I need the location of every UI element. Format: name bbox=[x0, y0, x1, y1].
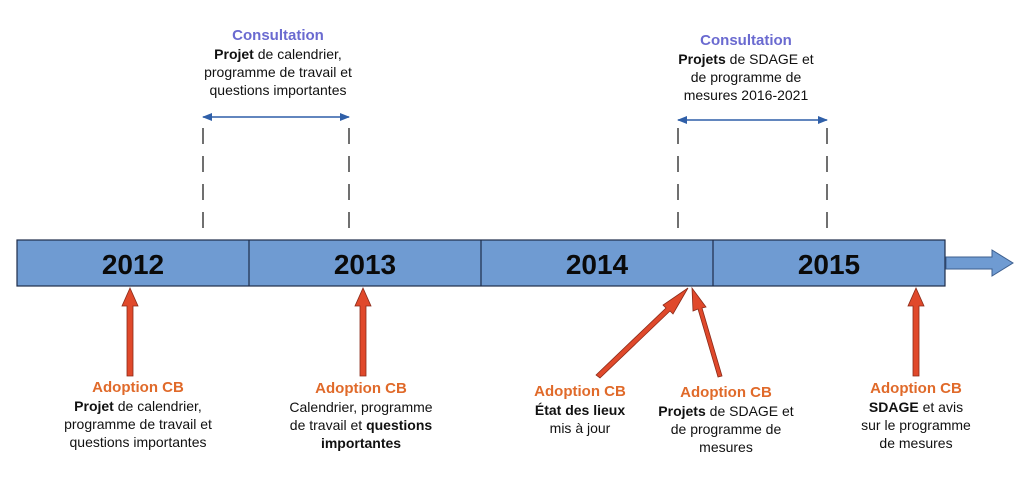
adoption-5-arrow bbox=[907, 287, 925, 377]
adoption-heading: Adoption CB bbox=[680, 384, 772, 401]
consultation-2-label: Consultation Projets de SDAGE et de prog… bbox=[646, 32, 846, 104]
consultation-line: Projet de calendrier, bbox=[178, 45, 378, 63]
consultation-line: programme de travail et bbox=[204, 64, 352, 80]
adoption-line: mesures bbox=[699, 439, 753, 455]
adoption-line: Calendrier, programme bbox=[289, 399, 433, 415]
adoption-1-arrow bbox=[121, 287, 139, 377]
consultation-line-bold: Projet bbox=[214, 46, 254, 62]
adoption-line: Projets de SDAGE et bbox=[626, 402, 826, 420]
consultation-line: de programme de bbox=[690, 69, 802, 85]
adoption-line: programme de travail et bbox=[64, 416, 212, 432]
adoption-line-bold: Projet bbox=[74, 398, 114, 414]
adoption-line-text: de travail et bbox=[289, 417, 367, 433]
year-label-2012: 2012 bbox=[102, 249, 164, 280]
adoption-3-arrow bbox=[595, 287, 689, 379]
adoption-4-label: Adoption CB Projets de SDAGE et de progr… bbox=[626, 384, 826, 456]
adoption-line: questions importantes bbox=[69, 434, 207, 450]
adoption-heading: Adoption CB bbox=[870, 380, 962, 397]
year-label-2015: 2015 bbox=[798, 249, 860, 280]
adoption-line-text: de calendrier, bbox=[113, 398, 202, 414]
adoption-line: mis à jour bbox=[549, 420, 611, 436]
adoption-line: de programme de bbox=[670, 421, 782, 437]
adoption-5-label: Adoption CB SDAGE et avis sur le program… bbox=[836, 380, 996, 452]
adoption-line-bold: SDAGE bbox=[868, 399, 919, 415]
adoption-heading: Adoption CB bbox=[315, 380, 407, 397]
adoption-line-bold: questions bbox=[366, 417, 433, 433]
adoption-heading: Adoption CB bbox=[92, 379, 184, 396]
adoption-line-text: de SDAGE et bbox=[705, 403, 794, 419]
adoption-3-label: Adoption CB État des lieux mis à jour bbox=[500, 383, 660, 437]
consultation-heading: Consultation bbox=[700, 32, 792, 49]
adoption-1-label: Adoption CB Projet de calendrier, progra… bbox=[38, 379, 238, 451]
consultation-1-label: Consultation Projet de calendrier, progr… bbox=[178, 27, 378, 99]
consultation-line-text: de SDAGE et bbox=[725, 51, 814, 67]
adoption-line-bold: Projets bbox=[658, 403, 706, 419]
adoption-line: de mesures bbox=[879, 435, 953, 451]
adoption-line-bold: État des lieux bbox=[534, 402, 626, 418]
adoption-4-arrow bbox=[691, 286, 723, 378]
adoption-heading: Adoption CB bbox=[534, 383, 626, 400]
consultation-line: Projets de SDAGE et bbox=[646, 50, 846, 68]
adoption-line: État des lieux bbox=[500, 401, 660, 419]
adoption-line: importantes bbox=[261, 434, 461, 452]
consultation-line-text: de calendrier, bbox=[253, 46, 342, 62]
adoption-line-bold: importantes bbox=[320, 435, 402, 451]
year-label-2013: 2013 bbox=[334, 249, 396, 280]
consultation-heading: Consultation bbox=[232, 27, 324, 44]
adoption-line: de travail et questions bbox=[261, 416, 461, 434]
adoption-line: sur le programme bbox=[861, 417, 971, 433]
adoption-line-text: et avis bbox=[918, 399, 964, 415]
consultation-line-bold: Projets bbox=[678, 51, 726, 67]
consultation-line: mesures 2016-2021 bbox=[683, 87, 809, 103]
timeline-continue-arrow bbox=[945, 249, 1014, 277]
adoption-2-label: Adoption CB Calendrier, programme de tra… bbox=[261, 380, 461, 452]
adoption-2-arrow bbox=[354, 287, 372, 377]
adoption-line: SDAGE et avis bbox=[836, 398, 996, 416]
consultation-line: questions importantes bbox=[209, 82, 347, 98]
adoption-line: Projet de calendrier, bbox=[38, 397, 238, 415]
year-label-2014: 2014 bbox=[566, 249, 629, 280]
